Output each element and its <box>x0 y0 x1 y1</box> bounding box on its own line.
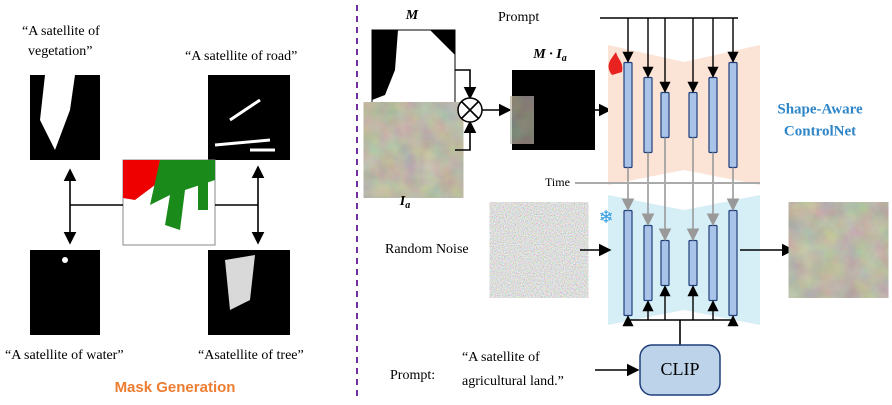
label-base: M · I <box>532 47 562 62</box>
label-sub: a <box>562 53 567 64</box>
caption: “Asatellite of tree” <box>198 348 304 363</box>
network-block <box>688 91 698 139</box>
segment <box>123 160 160 200</box>
network-block <box>708 76 718 154</box>
mask-shape <box>214 98 275 152</box>
network-title: Shape-Aware <box>777 101 863 117</box>
section-title: Mask Generation <box>115 379 236 396</box>
mask-shape <box>225 255 255 310</box>
caption: vegetation” <box>28 44 93 59</box>
network-block <box>623 61 633 169</box>
clip-box <box>639 344 721 396</box>
caption: “A satellite of water” <box>5 348 124 363</box>
label-sub: a <box>405 200 410 211</box>
label: Time <box>545 175 570 189</box>
mask-shape <box>372 30 455 100</box>
snowflake-icon: ❄ <box>598 207 613 228</box>
network-block <box>728 61 738 169</box>
mask-image <box>208 75 290 160</box>
network-block <box>660 91 670 139</box>
caption: “A satellite of <box>22 24 100 39</box>
satellite-image <box>372 110 455 190</box>
mask-image <box>30 250 100 335</box>
pipeline: M Ia M · Ia Prompt ❄ Time Random Noise S… <box>371 8 880 396</box>
arrow <box>455 69 477 100</box>
mask-shape <box>40 75 75 150</box>
fire-icon <box>608 52 623 75</box>
label: Random Noise <box>385 242 469 257</box>
network-block <box>623 209 633 317</box>
caption: “A satellite of road” <box>185 49 297 64</box>
arrow <box>455 120 477 151</box>
label: Prompt <box>498 10 539 25</box>
label: Prompt: <box>390 368 435 383</box>
prompt-text: “A satellite of <box>462 350 540 365</box>
noise-image <box>498 210 580 290</box>
prompt-text: agricultural land.” <box>462 374 564 389</box>
segment <box>198 180 208 210</box>
network-block <box>708 224 718 302</box>
mask-shape <box>62 257 68 263</box>
label: M <box>405 8 419 23</box>
output-image <box>797 210 880 290</box>
network-block <box>643 76 653 154</box>
masked-region <box>512 100 532 140</box>
mask-generation: “A satellite of vegetation” “A satellite… <box>5 24 304 396</box>
label: Ia <box>399 194 410 211</box>
label: M · Ia <box>532 47 566 64</box>
network-block <box>728 209 738 317</box>
label-base: I <box>399 194 406 209</box>
clip-label: CLIP <box>660 359 699 379</box>
network-block <box>643 224 653 302</box>
network-block <box>688 239 698 287</box>
network-title: ControlNet <box>784 123 856 139</box>
segment <box>150 160 215 230</box>
blocks <box>621 18 740 327</box>
network-block <box>660 239 670 287</box>
multiply-sign <box>460 100 480 120</box>
